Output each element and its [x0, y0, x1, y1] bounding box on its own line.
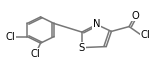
Text: O: O [131, 11, 139, 20]
Text: Cl: Cl [31, 49, 40, 59]
Text: Cl: Cl [6, 32, 15, 42]
Text: N: N [93, 20, 100, 29]
Text: Cl: Cl [141, 30, 151, 40]
Text: S: S [79, 43, 85, 53]
